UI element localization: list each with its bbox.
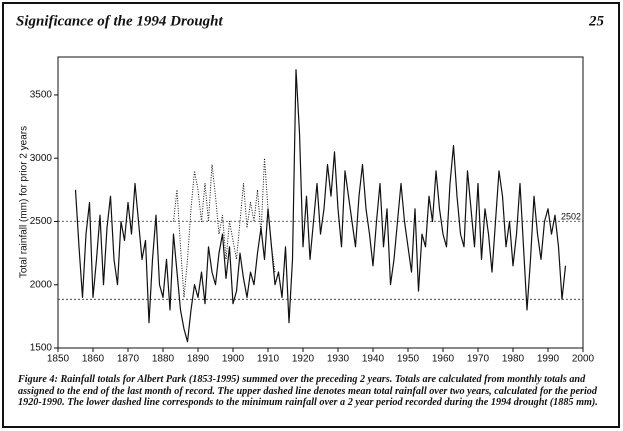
x-tick-label: 1900 bbox=[222, 354, 245, 365]
x-tick-label: 1860 bbox=[82, 354, 105, 365]
y-tick-label: 1500 bbox=[30, 343, 53, 354]
x-tick-label: 1910 bbox=[257, 354, 280, 365]
page-title: Significance of the 1994 Drought bbox=[16, 13, 224, 29]
figure-caption: Figure 4: Rainfall totals for Albert Par… bbox=[18, 374, 598, 408]
x-tick-label: 2000 bbox=[572, 354, 595, 365]
y-axis-label: Total rainfall (mm) for prior 2 years bbox=[19, 126, 30, 278]
y-tick-label: 3500 bbox=[30, 90, 53, 101]
x-tick-label: 1930 bbox=[327, 354, 350, 365]
x-tick-label: 1940 bbox=[362, 354, 385, 365]
page-number: 25 bbox=[588, 13, 605, 29]
reference-label: 2502 bbox=[561, 212, 581, 222]
x-tick-label: 1890 bbox=[187, 354, 210, 365]
x-tick-label: 1870 bbox=[117, 354, 140, 365]
rainfall-line bbox=[74, 69, 567, 343]
rainfall-line bbox=[173, 157, 276, 298]
plot-frame bbox=[57, 56, 584, 349]
x-tick-label: 1850 bbox=[47, 354, 70, 365]
y-tick-label: 2500 bbox=[30, 216, 53, 227]
x-tick-label: 1920 bbox=[292, 354, 315, 365]
x-tick-label: 1960 bbox=[432, 354, 455, 365]
x-tick-label: 1990 bbox=[537, 354, 560, 365]
x-tick-label: 1970 bbox=[467, 354, 490, 365]
x-tick-label: 1980 bbox=[502, 354, 525, 365]
x-tick-label: 1950 bbox=[397, 354, 420, 365]
y-tick-label: 3000 bbox=[30, 153, 53, 164]
x-tick-label: 1880 bbox=[152, 354, 175, 365]
y-tick-label: 2000 bbox=[30, 279, 53, 290]
